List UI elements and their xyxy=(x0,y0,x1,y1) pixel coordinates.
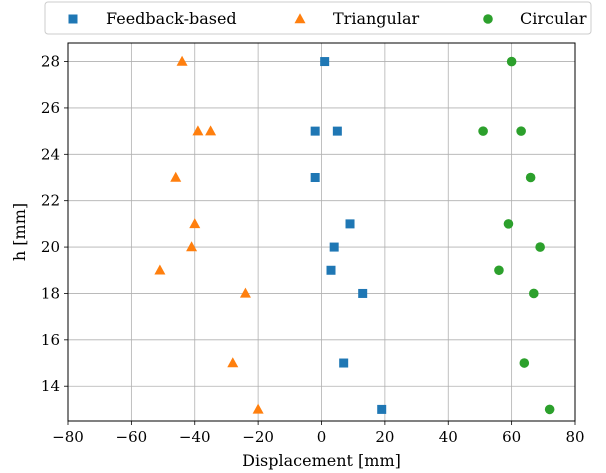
legend-label: Triangular xyxy=(333,9,419,28)
data-point xyxy=(170,171,182,182)
y-tick-label: 18 xyxy=(41,284,60,302)
y-tick-label: 26 xyxy=(41,99,60,117)
data-point xyxy=(535,242,545,252)
data-points xyxy=(154,55,555,415)
series-square xyxy=(310,57,387,414)
data-point xyxy=(310,126,320,136)
data-point xyxy=(525,172,536,183)
data-point xyxy=(205,125,217,136)
y-axis-ticks: 14 16 18 20 22 24 26 28 xyxy=(41,53,68,395)
y-tick-label: 22 xyxy=(41,192,60,210)
data-point xyxy=(519,358,530,368)
x-tick-label: 60 xyxy=(502,428,521,446)
data-point xyxy=(478,126,488,136)
data-point xyxy=(239,287,251,298)
data-point xyxy=(529,288,539,299)
data-point xyxy=(176,55,188,66)
data-point xyxy=(494,265,504,276)
data-point xyxy=(186,241,198,252)
x-tick-label: 40 xyxy=(439,428,458,446)
x-axis-label: Displacement [mm] xyxy=(242,451,401,470)
y-axis-label: h [mm] xyxy=(10,203,29,261)
y-tick-label: 20 xyxy=(41,238,60,256)
x-tick-label: 20 xyxy=(375,428,394,446)
y-tick-label: 16 xyxy=(41,331,60,349)
x-tick-label: 0 xyxy=(317,428,327,446)
data-point xyxy=(503,219,514,229)
data-point xyxy=(377,404,387,414)
data-point xyxy=(506,56,517,67)
data-point xyxy=(345,219,355,229)
x-tick-label: 80 xyxy=(565,428,584,446)
data-point xyxy=(358,288,368,298)
data-point xyxy=(227,357,239,368)
data-point xyxy=(544,404,555,415)
data-point xyxy=(154,264,166,275)
data-point xyxy=(516,126,526,136)
legend-box xyxy=(44,1,592,35)
y-tick-label: 24 xyxy=(41,145,60,163)
x-tick-label: −40 xyxy=(179,428,211,446)
x-tick-label: −60 xyxy=(116,428,148,446)
data-point xyxy=(189,218,201,229)
data-point xyxy=(310,173,320,183)
legend-label: Feedback-based xyxy=(106,9,237,28)
data-point xyxy=(192,125,204,136)
x-tick-label: −20 xyxy=(242,428,274,446)
legend-marker xyxy=(68,14,78,24)
legend-marker xyxy=(294,13,306,24)
x-tick-label: −80 xyxy=(52,428,84,446)
data-point xyxy=(252,403,264,414)
y-tick-label: 14 xyxy=(41,377,60,395)
data-point xyxy=(320,57,330,67)
data-point xyxy=(329,242,339,252)
legend: Feedback-based Triangular Circular xyxy=(44,1,592,35)
data-point xyxy=(326,265,336,275)
data-point xyxy=(339,358,349,368)
y-tick-label: 28 xyxy=(41,53,60,71)
series-triangle xyxy=(154,55,264,414)
series-circle xyxy=(478,56,555,415)
data-point xyxy=(332,126,342,136)
legend-marker xyxy=(483,14,493,24)
x-axis-ticks: −80 −60 −40 −20 0 20 40 60 80 xyxy=(52,421,585,446)
legend-label: Circular xyxy=(520,9,587,28)
grid-lines xyxy=(67,43,576,421)
